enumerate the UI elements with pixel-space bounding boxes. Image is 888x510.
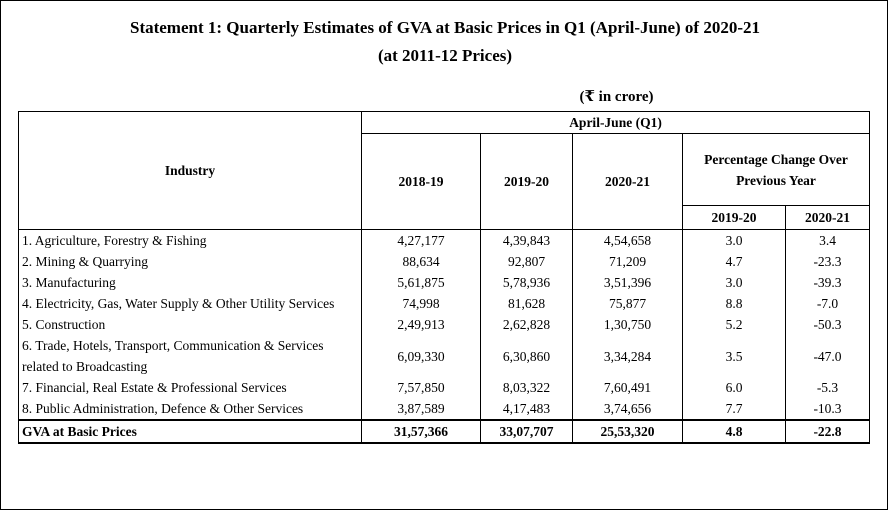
statement-title: Statement 1: Quarterly Estimates of GVA … <box>129 18 760 37</box>
pct-cell: -47.0 <box>784 335 871 377</box>
value-cell: 5,61,875 <box>361 272 481 293</box>
value-cell: 75,877 <box>572 293 683 314</box>
value-cell: 4,27,177 <box>361 229 481 251</box>
industry-cell: 6. Trade, Hotels, Transport, Communicati… <box>18 335 362 377</box>
industry-cell: 1. Agriculture, Forestry & Fishing <box>18 229 362 251</box>
table-row: 2. Mining & Quarrying 88,634 92,807 71,2… <box>18 251 871 272</box>
pct-cell: 3.4 <box>784 229 871 251</box>
total-pct-cell: 4.8 <box>682 419 786 444</box>
statement-subtitle: (at 2011-12 Prices) <box>377 46 513 65</box>
industry-cell: 8. Public Administration, Defence & Othe… <box>18 398 362 420</box>
value-cell: 5,78,936 <box>480 272 573 293</box>
industry-cell: 3. Manufacturing <box>18 272 362 293</box>
pct-cell: 3.0 <box>682 272 786 293</box>
pct-cell: 5.2 <box>682 314 786 335</box>
table-row: 5. Construction 2,49,913 2,62,828 1,30,7… <box>18 314 871 335</box>
value-cell: 92,807 <box>480 251 573 272</box>
header-year-2019-20: 2019-20 <box>480 133 573 230</box>
pct-cell: -7.0 <box>784 293 871 314</box>
value-cell: 7,60,491 <box>572 377 683 398</box>
industry-cell: 4. Electricity, Gas, Water Supply & Othe… <box>18 293 362 314</box>
header-period: April-June (Q1) <box>360 111 871 134</box>
industry-cell: 2. Mining & Quarrying <box>18 251 362 272</box>
pct-cell: 3.0 <box>682 229 786 251</box>
pct-cell: -10.3 <box>784 398 871 420</box>
value-cell: 3,74,656 <box>572 398 683 420</box>
header-pct-change: Percentage Change Over Previous Year <box>681 133 871 206</box>
table-row: 3. Manufacturing 5,61,875 5,78,936 3,51,… <box>18 272 871 293</box>
pct-cell: 4.7 <box>682 251 786 272</box>
table-row: 7. Financial, Real Estate & Professional… <box>18 377 871 398</box>
industry-cell: 7. Financial, Real Estate & Professional… <box>18 377 362 398</box>
value-cell: 3,51,396 <box>572 272 683 293</box>
value-cell: 4,39,843 <box>480 229 573 251</box>
value-cell: 81,628 <box>480 293 573 314</box>
total-label: GVA at Basic Prices <box>18 419 362 444</box>
industry-cell: 5. Construction <box>18 314 362 335</box>
gva-table: Industry April-June (Q1) 2018-19 2019-20… <box>18 111 871 444</box>
table-row: 8. Public Administration, Defence & Othe… <box>18 398 871 420</box>
value-cell: 6,09,330 <box>361 335 481 377</box>
pct-cell: 3.5 <box>682 335 786 377</box>
pct-cell: -5.3 <box>784 377 871 398</box>
pct-cell: 6.0 <box>682 377 786 398</box>
total-value-cell: 33,07,707 <box>480 419 573 444</box>
header-year-2020-21: 2020-21 <box>572 133 683 230</box>
value-cell: 3,87,589 <box>361 398 481 420</box>
header-pct-year-2019-20: 2019-20 <box>682 205 786 230</box>
value-cell: 7,57,850 <box>361 377 481 398</box>
value-cell: 3,34,284 <box>572 335 683 377</box>
total-value-cell: 31,57,366 <box>361 419 481 444</box>
total-value-cell: 25,53,320 <box>572 419 683 444</box>
pct-cell: -50.3 <box>784 314 871 335</box>
table-row: 4. Electricity, Gas, Water Supply & Othe… <box>18 293 871 314</box>
value-cell: 4,17,483 <box>480 398 573 420</box>
value-cell: 88,634 <box>361 251 481 272</box>
header-year-2018-19: 2018-19 <box>361 133 481 230</box>
value-cell: 6,30,860 <box>480 335 573 377</box>
table-row: 1. Agriculture, Forestry & Fishing 4,27,… <box>18 229 871 251</box>
total-pct-cell: -22.8 <box>784 419 871 444</box>
pct-cell: 8.8 <box>682 293 786 314</box>
unit-label: (₹ in crore) <box>579 89 654 105</box>
value-cell: 8,03,322 <box>480 377 573 398</box>
value-cell: 74,998 <box>361 293 481 314</box>
pct-cell: 7.7 <box>682 398 786 420</box>
table-row: 6. Trade, Hotels, Transport, Communicati… <box>18 335 871 377</box>
total-row: GVA at Basic Prices 31,57,366 33,07,707 … <box>18 419 871 444</box>
header-industry: Industry <box>18 111 362 230</box>
value-cell: 71,209 <box>572 251 683 272</box>
value-cell: 2,62,828 <box>480 314 573 335</box>
pct-cell: -23.3 <box>784 251 871 272</box>
pct-cell: -39.3 <box>784 272 871 293</box>
value-cell: 1,30,750 <box>572 314 683 335</box>
header-pct-year-2020-21: 2020-21 <box>784 205 871 230</box>
value-cell: 2,49,913 <box>361 314 481 335</box>
value-cell: 4,54,658 <box>572 229 683 251</box>
